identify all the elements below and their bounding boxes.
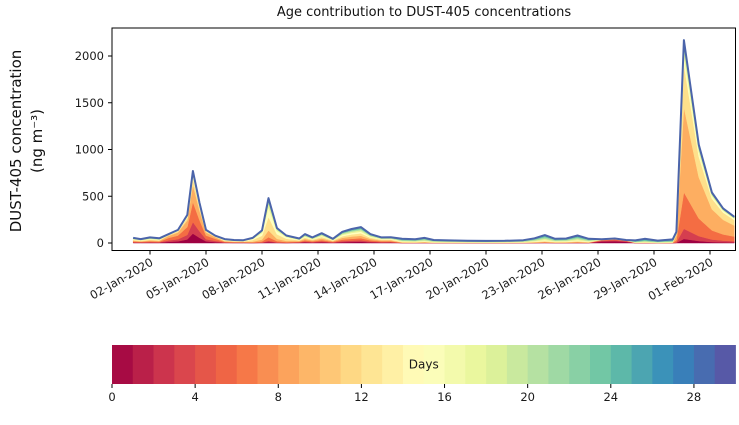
colorbar-segment: [257, 345, 279, 384]
colorbar-tick-label: 0: [108, 390, 115, 404]
y-tick-label: 2000: [75, 49, 104, 63]
colorbar-segment: [215, 345, 238, 384]
colorbar-tick-label: 16: [437, 390, 452, 404]
colorbar-segment: [506, 345, 529, 384]
colorbar-tick-label: 20: [520, 390, 535, 404]
colorbar-tick-label: 28: [687, 390, 702, 404]
colorbar-segment: [195, 345, 217, 384]
colorbar-segment: [631, 345, 653, 384]
y-tick-label: 1000: [75, 143, 104, 157]
colorbar-segment: [569, 345, 591, 384]
y-tick-label: 0: [97, 236, 104, 250]
colorbar-segment: [132, 345, 154, 384]
chart-title: Age contribution to DUST-405 concentrati…: [276, 5, 572, 20]
colorbar-segment: [693, 345, 716, 384]
colorbar-label: Days: [409, 358, 439, 372]
colorbar-segment: [340, 345, 362, 384]
colorbar-segment: [402, 345, 425, 384]
colorbar-segment: [465, 345, 487, 384]
colorbar-segment: [319, 345, 342, 384]
colorbar-segment: [652, 345, 674, 384]
colorbar-tick-label: 8: [275, 390, 282, 404]
area-layer-14-18days: [132, 48, 735, 243]
y-tick-label: 1500: [75, 96, 104, 110]
colorbar-segment: [444, 345, 466, 384]
colorbar-segment: [590, 345, 612, 384]
colorbar-segment: [236, 345, 258, 384]
colorbar-segment: [382, 345, 404, 384]
y-axis: 0 500 1000 1500 2000: [75, 49, 112, 250]
colorbar-segment: [278, 345, 300, 384]
colorbar-segment: [174, 345, 196, 384]
y-tick-label: 500: [82, 189, 104, 203]
stacked-areas: [132, 40, 735, 244]
colorbar-segment: [153, 345, 175, 384]
colorbar-segment: [486, 345, 508, 384]
colorbar-tick-label: 12: [354, 390, 369, 404]
area-layer-22-26days: [132, 42, 735, 242]
colorbar-tick-label: 24: [603, 390, 618, 404]
area-layer-26-30days: [132, 40, 735, 242]
area-layer-2-4days: [132, 191, 735, 244]
total-line: [133, 39, 735, 242]
x-axis: 02-Jan-202005-Jan-202008-Jan-202011-Jan-…: [87, 250, 716, 303]
area-layer-18-22days: [132, 44, 735, 243]
area-layer-4-6days: [132, 107, 735, 244]
colorbar-segment: [299, 345, 321, 384]
colorbar-segment: [610, 345, 632, 384]
colorbar: 0 4 8 12 16 20 24 28 Days: [108, 345, 736, 404]
colorbar-segment: [423, 345, 445, 384]
colorbar-segment: [714, 345, 736, 384]
colorbar-segment: [527, 345, 549, 384]
colorbar-segment: [548, 345, 570, 384]
area-layer-10-14days: [132, 54, 735, 243]
area-layer-6-10days: [132, 64, 735, 244]
colorbar-tick-label: 4: [191, 390, 198, 404]
colorbar-segment: [673, 345, 695, 384]
plot-frame: [111, 27, 736, 251]
colorbar-segment: [112, 345, 134, 384]
colorbar-segment: [361, 345, 383, 384]
